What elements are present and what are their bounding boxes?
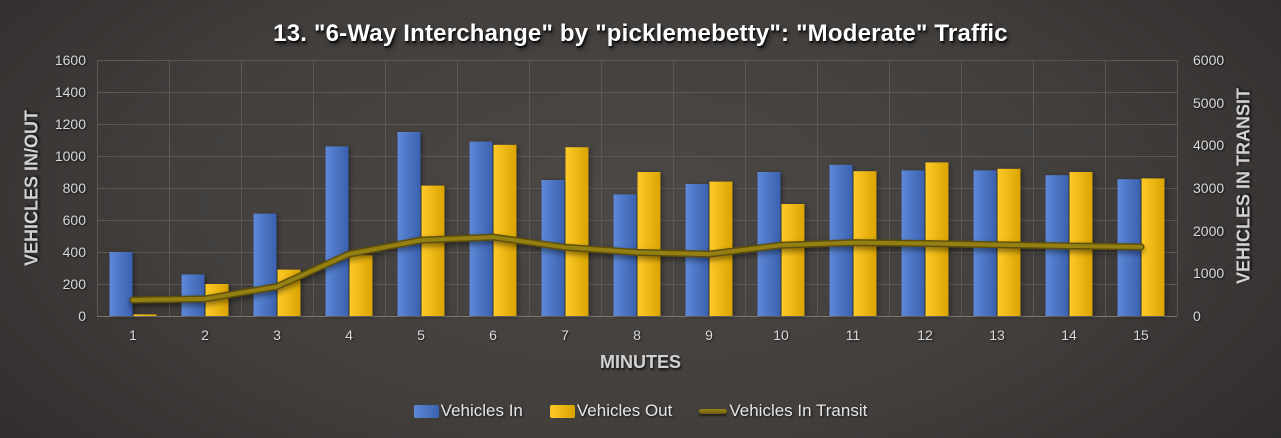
legend-item-vehicles-in: Vehicles In <box>413 401 523 421</box>
x-tick-4: 4 <box>345 327 353 343</box>
gridlines <box>97 60 1178 317</box>
left-tick-600: 600 <box>62 212 86 228</box>
bar-vehicles-out-min-5 <box>421 185 445 316</box>
x-tick-15: 15 <box>1133 327 1149 343</box>
bar-vehicles-out-min-6 <box>493 144 517 316</box>
right-tick-3000: 3000 <box>1193 180 1225 196</box>
x-tick-2: 2 <box>201 327 209 343</box>
legend-item-vehicles-out: Vehicles Out <box>549 401 673 421</box>
bar-vehicles-in-min-5 <box>397 132 421 316</box>
x-tick-7: 7 <box>561 327 569 343</box>
x-tick-6: 6 <box>489 327 497 343</box>
right-tick-2000: 2000 <box>1193 222 1225 239</box>
x-tick-5: 5 <box>417 327 425 343</box>
legend-label-vehicles-in-transit: Vehicles In Transit <box>729 401 868 420</box>
legend-label-vehicles-out: Vehicles Out <box>576 401 673 420</box>
bar-vehicles-out-min-10 <box>781 204 805 316</box>
plot-area <box>97 60 1178 317</box>
left-tick-800: 800 <box>62 180 86 196</box>
x-tick-1: 1 <box>129 327 137 343</box>
right-tick-5000: 5000 <box>1193 94 1225 111</box>
x-tick-11: 11 <box>845 327 861 343</box>
x-tick-8: 8 <box>633 327 641 343</box>
left-tick-400: 400 <box>62 244 86 260</box>
bar-vehicles-in-min-1 <box>109 252 133 316</box>
transit-line <box>129 233 1145 304</box>
right-tick-6000: 6000 <box>1193 52 1225 68</box>
x-tick-3: 3 <box>273 327 281 343</box>
left-tick-1400: 1400 <box>54 84 86 100</box>
left-tick-1200: 1200 <box>54 116 86 132</box>
bar-vehicles-in-min-6 <box>469 141 493 316</box>
bar-vehicles-out-min-4 <box>349 255 373 316</box>
left-tick-200: 200 <box>62 276 86 292</box>
x-tick-14: 14 <box>1061 327 1077 343</box>
bar-vehicles-out-min-7 <box>565 147 589 316</box>
bar-vehicles-in-min-9 <box>685 184 709 316</box>
legend-item-vehicles-in-transit: Vehicles In Transit <box>699 401 867 421</box>
chart-title: 13. "6-Way Interchange" by "picklemebett… <box>273 20 1008 47</box>
bar-vehicles-in-min-3 <box>253 213 277 316</box>
bar-vehicles-in-min-4 <box>325 146 349 316</box>
left-tick-0: 0 <box>78 308 86 324</box>
legend: Vehicles In Vehicles Out Vehicles In Trans… <box>0 397 1281 425</box>
bar-vehicles-out-min-12 <box>925 162 949 316</box>
bar-vehicles-out-min-9 <box>709 181 733 316</box>
x-tick-13: 13 <box>989 327 1005 343</box>
bar-vehicles-in-min-8 <box>613 194 637 316</box>
x-axis-title: MINUTES <box>600 352 681 372</box>
x-tick-10: 10 <box>773 327 789 343</box>
legend-swatch-vehicles-out-icon <box>549 404 575 418</box>
legend-swatch-vehicles-in-icon <box>413 404 439 418</box>
x-tick-9: 9 <box>705 327 713 343</box>
right-tick-1000: 1000 <box>1193 265 1225 282</box>
right-tick-4000: 4000 <box>1193 137 1225 154</box>
right-tick-0: 0 <box>1193 308 1201 324</box>
bar-vehicles-in-min-2 <box>181 274 205 316</box>
left-tick-1000: 1000 <box>54 148 86 164</box>
left-tick-1600: 1600 <box>54 52 86 68</box>
bar-vehicles-out-min-1 <box>133 314 157 316</box>
x-tick-12: 12 <box>917 327 933 343</box>
legend-swatch-vehicles-in-transit-line-icon <box>699 408 728 414</box>
legend-label-vehicles-in: Vehicles In <box>440 401 523 420</box>
bar-vehicles-out-min-15 <box>1141 178 1165 316</box>
bar-vehicles-out-min-8 <box>637 172 661 316</box>
